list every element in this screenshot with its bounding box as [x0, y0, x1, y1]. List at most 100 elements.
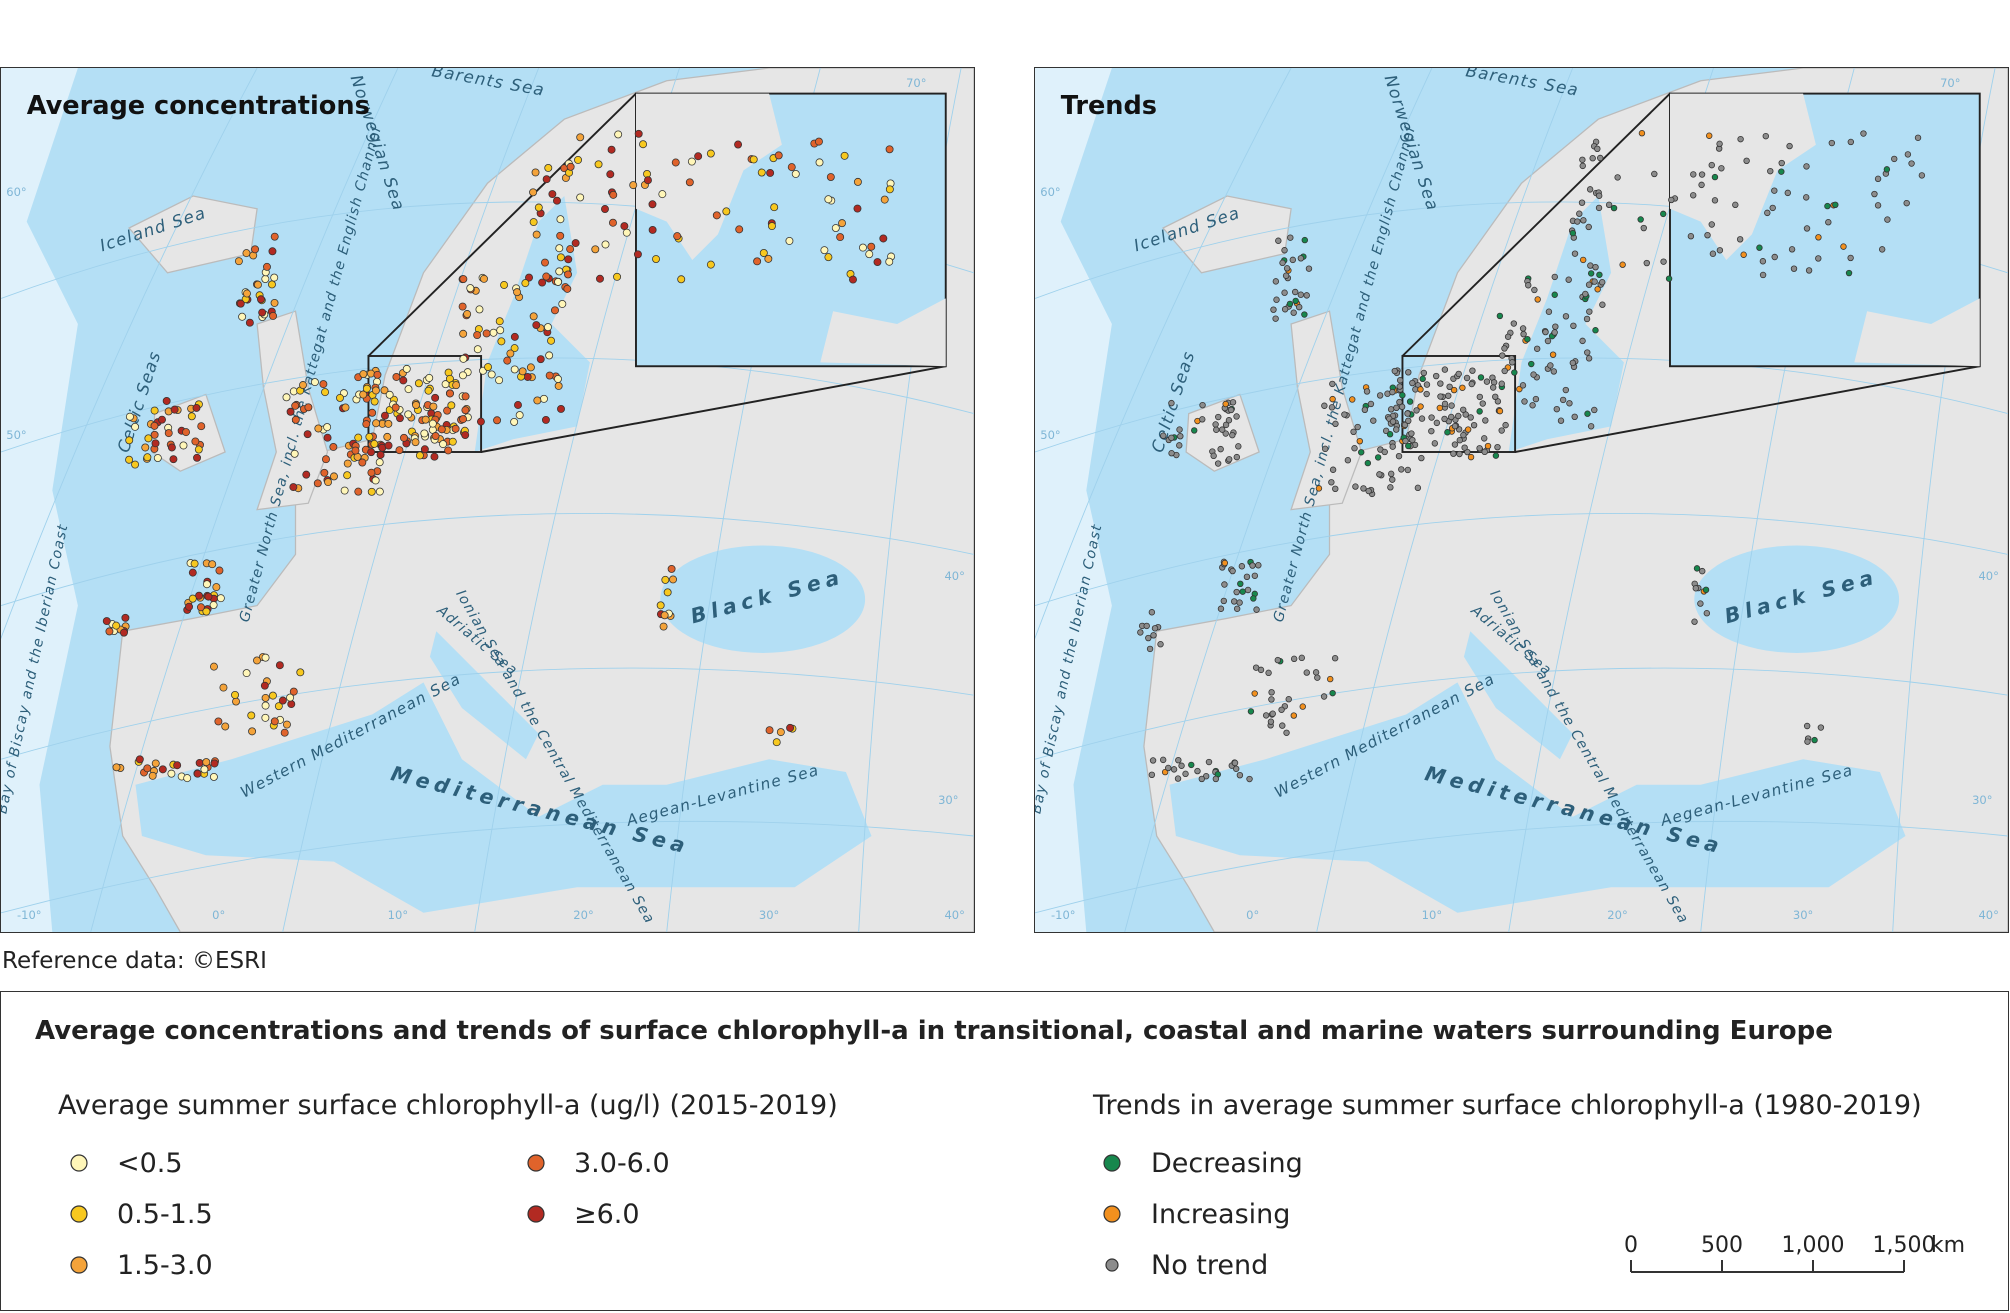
- adriatic: [1463, 631, 1573, 760]
- station-dot: [1610, 204, 1618, 212]
- station-dot: [840, 151, 849, 160]
- mediterranean: [135, 682, 872, 913]
- station-dot: [112, 763, 121, 772]
- station-dot: [1285, 696, 1292, 703]
- station-dot: [1145, 634, 1152, 642]
- station-dot: [197, 422, 206, 431]
- station-dot: [1239, 588, 1246, 595]
- station-dot: [1365, 487, 1372, 495]
- station-dot: [1329, 395, 1336, 403]
- station-dot: [1297, 255, 1305, 262]
- station-dot: [1222, 430, 1229, 437]
- graticule: [1035, 68, 1292, 640]
- station-dot: [151, 759, 160, 768]
- station-dot: [776, 728, 785, 737]
- station-dot: [563, 284, 572, 293]
- station-dot: [659, 622, 668, 631]
- station-dot: [1358, 449, 1365, 456]
- station-dot: [131, 460, 140, 469]
- station-dot: [1501, 345, 1508, 352]
- station-dot: [370, 397, 379, 406]
- station-dot: [1498, 427, 1505, 434]
- station-dot: [1389, 388, 1396, 396]
- station-dot: [274, 702, 283, 711]
- station-dot: [282, 393, 291, 402]
- station-dot: [1771, 253, 1778, 261]
- station-dot: [270, 717, 279, 726]
- station-dot: [1571, 413, 1578, 421]
- reference: Reference data: ©ESRI: [2, 948, 267, 974]
- graticule-label: 30°: [1793, 908, 1813, 922]
- station-dot: [1914, 134, 1922, 141]
- station-dot: [1305, 265, 1313, 272]
- station-dot: [105, 627, 114, 636]
- station-dot: [242, 669, 251, 678]
- station-dot: [487, 370, 496, 379]
- station-dot: [1314, 674, 1321, 681]
- station-dot: [1918, 172, 1926, 179]
- station-dot: [1268, 689, 1275, 696]
- station-dot: [1509, 359, 1516, 366]
- station-dot: [1374, 454, 1382, 461]
- station-dot: [556, 253, 565, 262]
- station-dot: [606, 170, 615, 179]
- station-dot: [620, 222, 629, 231]
- graticule-label: -10°: [17, 908, 42, 922]
- station-dot: [216, 594, 225, 603]
- station-dot: [1638, 130, 1646, 137]
- station-dot: [1448, 413, 1455, 421]
- station-dot: [1252, 664, 1260, 671]
- station-dot: [1584, 349, 1591, 356]
- station-dot: [1482, 417, 1489, 424]
- legend-symbol: [70, 1154, 88, 1172]
- station-dot: [1418, 454, 1425, 462]
- station-dot: [269, 311, 278, 320]
- station-dot: [1582, 290, 1589, 298]
- station-dot: [1149, 757, 1157, 764]
- station-dot: [722, 207, 731, 216]
- station-dot: [1586, 186, 1594, 193]
- station-dot: [1233, 588, 1240, 596]
- station-dot: [1704, 231, 1711, 239]
- station-dot: [1784, 189, 1791, 197]
- station-dot: [1496, 312, 1504, 320]
- station-dot: [1217, 605, 1225, 612]
- station-dot: [1551, 273, 1558, 281]
- station-dot: [759, 249, 768, 257]
- station-dot: [209, 601, 218, 610]
- station-dot: [412, 401, 421, 409]
- station-dot: [314, 424, 323, 433]
- station-dot: [764, 254, 773, 263]
- station-dot: [458, 371, 467, 380]
- station-dot: [1815, 234, 1822, 241]
- station-dot: [1502, 421, 1509, 429]
- station-dot: [1574, 218, 1581, 225]
- station-dot: [1693, 565, 1701, 572]
- station-dot: [1446, 383, 1453, 391]
- station-dot: [576, 133, 585, 142]
- station-dot: [1159, 756, 1167, 764]
- station-dot: [420, 445, 429, 454]
- station-dot: [1519, 382, 1527, 389]
- station-dot: [785, 236, 794, 245]
- station-dot: [1614, 174, 1621, 181]
- station-dot: [1393, 404, 1400, 412]
- station-dot: [370, 439, 379, 448]
- station-dot: [1402, 437, 1409, 445]
- station-dot: [576, 193, 585, 202]
- graticule-label: -10°: [1051, 908, 1076, 922]
- station-dot: [1253, 606, 1260, 613]
- station-dot: [1790, 265, 1798, 272]
- station-dot: [677, 275, 686, 284]
- station-dot: [258, 308, 267, 317]
- station-dot: [1417, 403, 1424, 410]
- station-dot: [1376, 471, 1383, 478]
- station-dot: [1376, 392, 1384, 399]
- graticule-label: 10°: [1422, 908, 1442, 922]
- station-dot: [1477, 374, 1485, 381]
- station-dot: [261, 693, 270, 702]
- station-dot: [291, 415, 300, 424]
- station-dot: [1441, 366, 1449, 373]
- station-dot: [188, 594, 197, 603]
- station-dot: [591, 245, 600, 254]
